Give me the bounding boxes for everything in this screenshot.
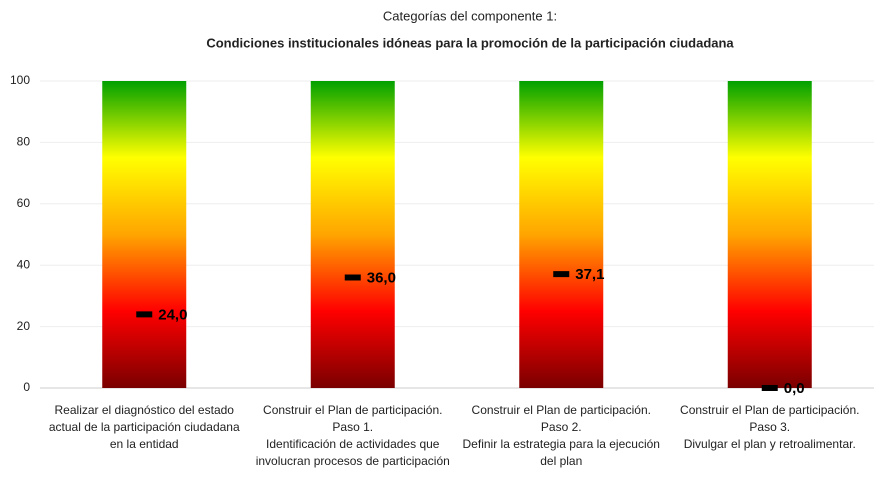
x-tick-label: Definir la estrategia para la ejecución bbox=[463, 437, 660, 451]
x-tick-label: Divulgar el plan y retroalimentar. bbox=[684, 437, 856, 451]
y-tick-label: 20 bbox=[17, 319, 31, 333]
x-tick-label: Construir el Plan de participación. bbox=[472, 403, 651, 417]
y-tick-label: 0 bbox=[23, 380, 30, 394]
value-label: 24,0 bbox=[158, 306, 187, 323]
x-tick-label: involucran procesos de participación bbox=[256, 454, 450, 468]
x-tick-label: del plan bbox=[540, 454, 582, 468]
chart-subtitle: Condiciones institucionales idóneas para… bbox=[206, 35, 734, 50]
x-tick-label: Construir el Plan de participación. bbox=[680, 403, 859, 417]
y-tick-label: 60 bbox=[17, 196, 31, 210]
gauge-bar bbox=[519, 81, 604, 388]
x-tick-label: Realizar el diagnóstico del estado bbox=[55, 403, 235, 417]
x-tick-label: en la entidad bbox=[110, 437, 179, 451]
value-label: 37,1 bbox=[575, 266, 604, 283]
gauge-bar bbox=[310, 81, 395, 388]
x-tick-label: actual de la participación ciudadana bbox=[49, 420, 240, 434]
x-tick-label: Construir el Plan de participación. bbox=[263, 403, 442, 417]
y-tick-label: 80 bbox=[17, 135, 31, 149]
gauge-bar bbox=[727, 81, 812, 388]
chart-title: Categorías del componente 1: bbox=[383, 8, 557, 23]
x-tick-label: Identificación de actividades que bbox=[266, 437, 440, 451]
y-tick-label: 40 bbox=[17, 257, 31, 271]
y-tick-label: 100 bbox=[10, 73, 30, 87]
x-tick-label: Paso 2. bbox=[541, 420, 582, 434]
value-label: 0,0 bbox=[784, 380, 805, 397]
gauge-bar bbox=[102, 81, 187, 388]
x-tick-label: Paso 3. bbox=[749, 420, 790, 434]
x-tick-label: Paso 1. bbox=[332, 420, 373, 434]
value-label: 36,0 bbox=[367, 269, 396, 286]
